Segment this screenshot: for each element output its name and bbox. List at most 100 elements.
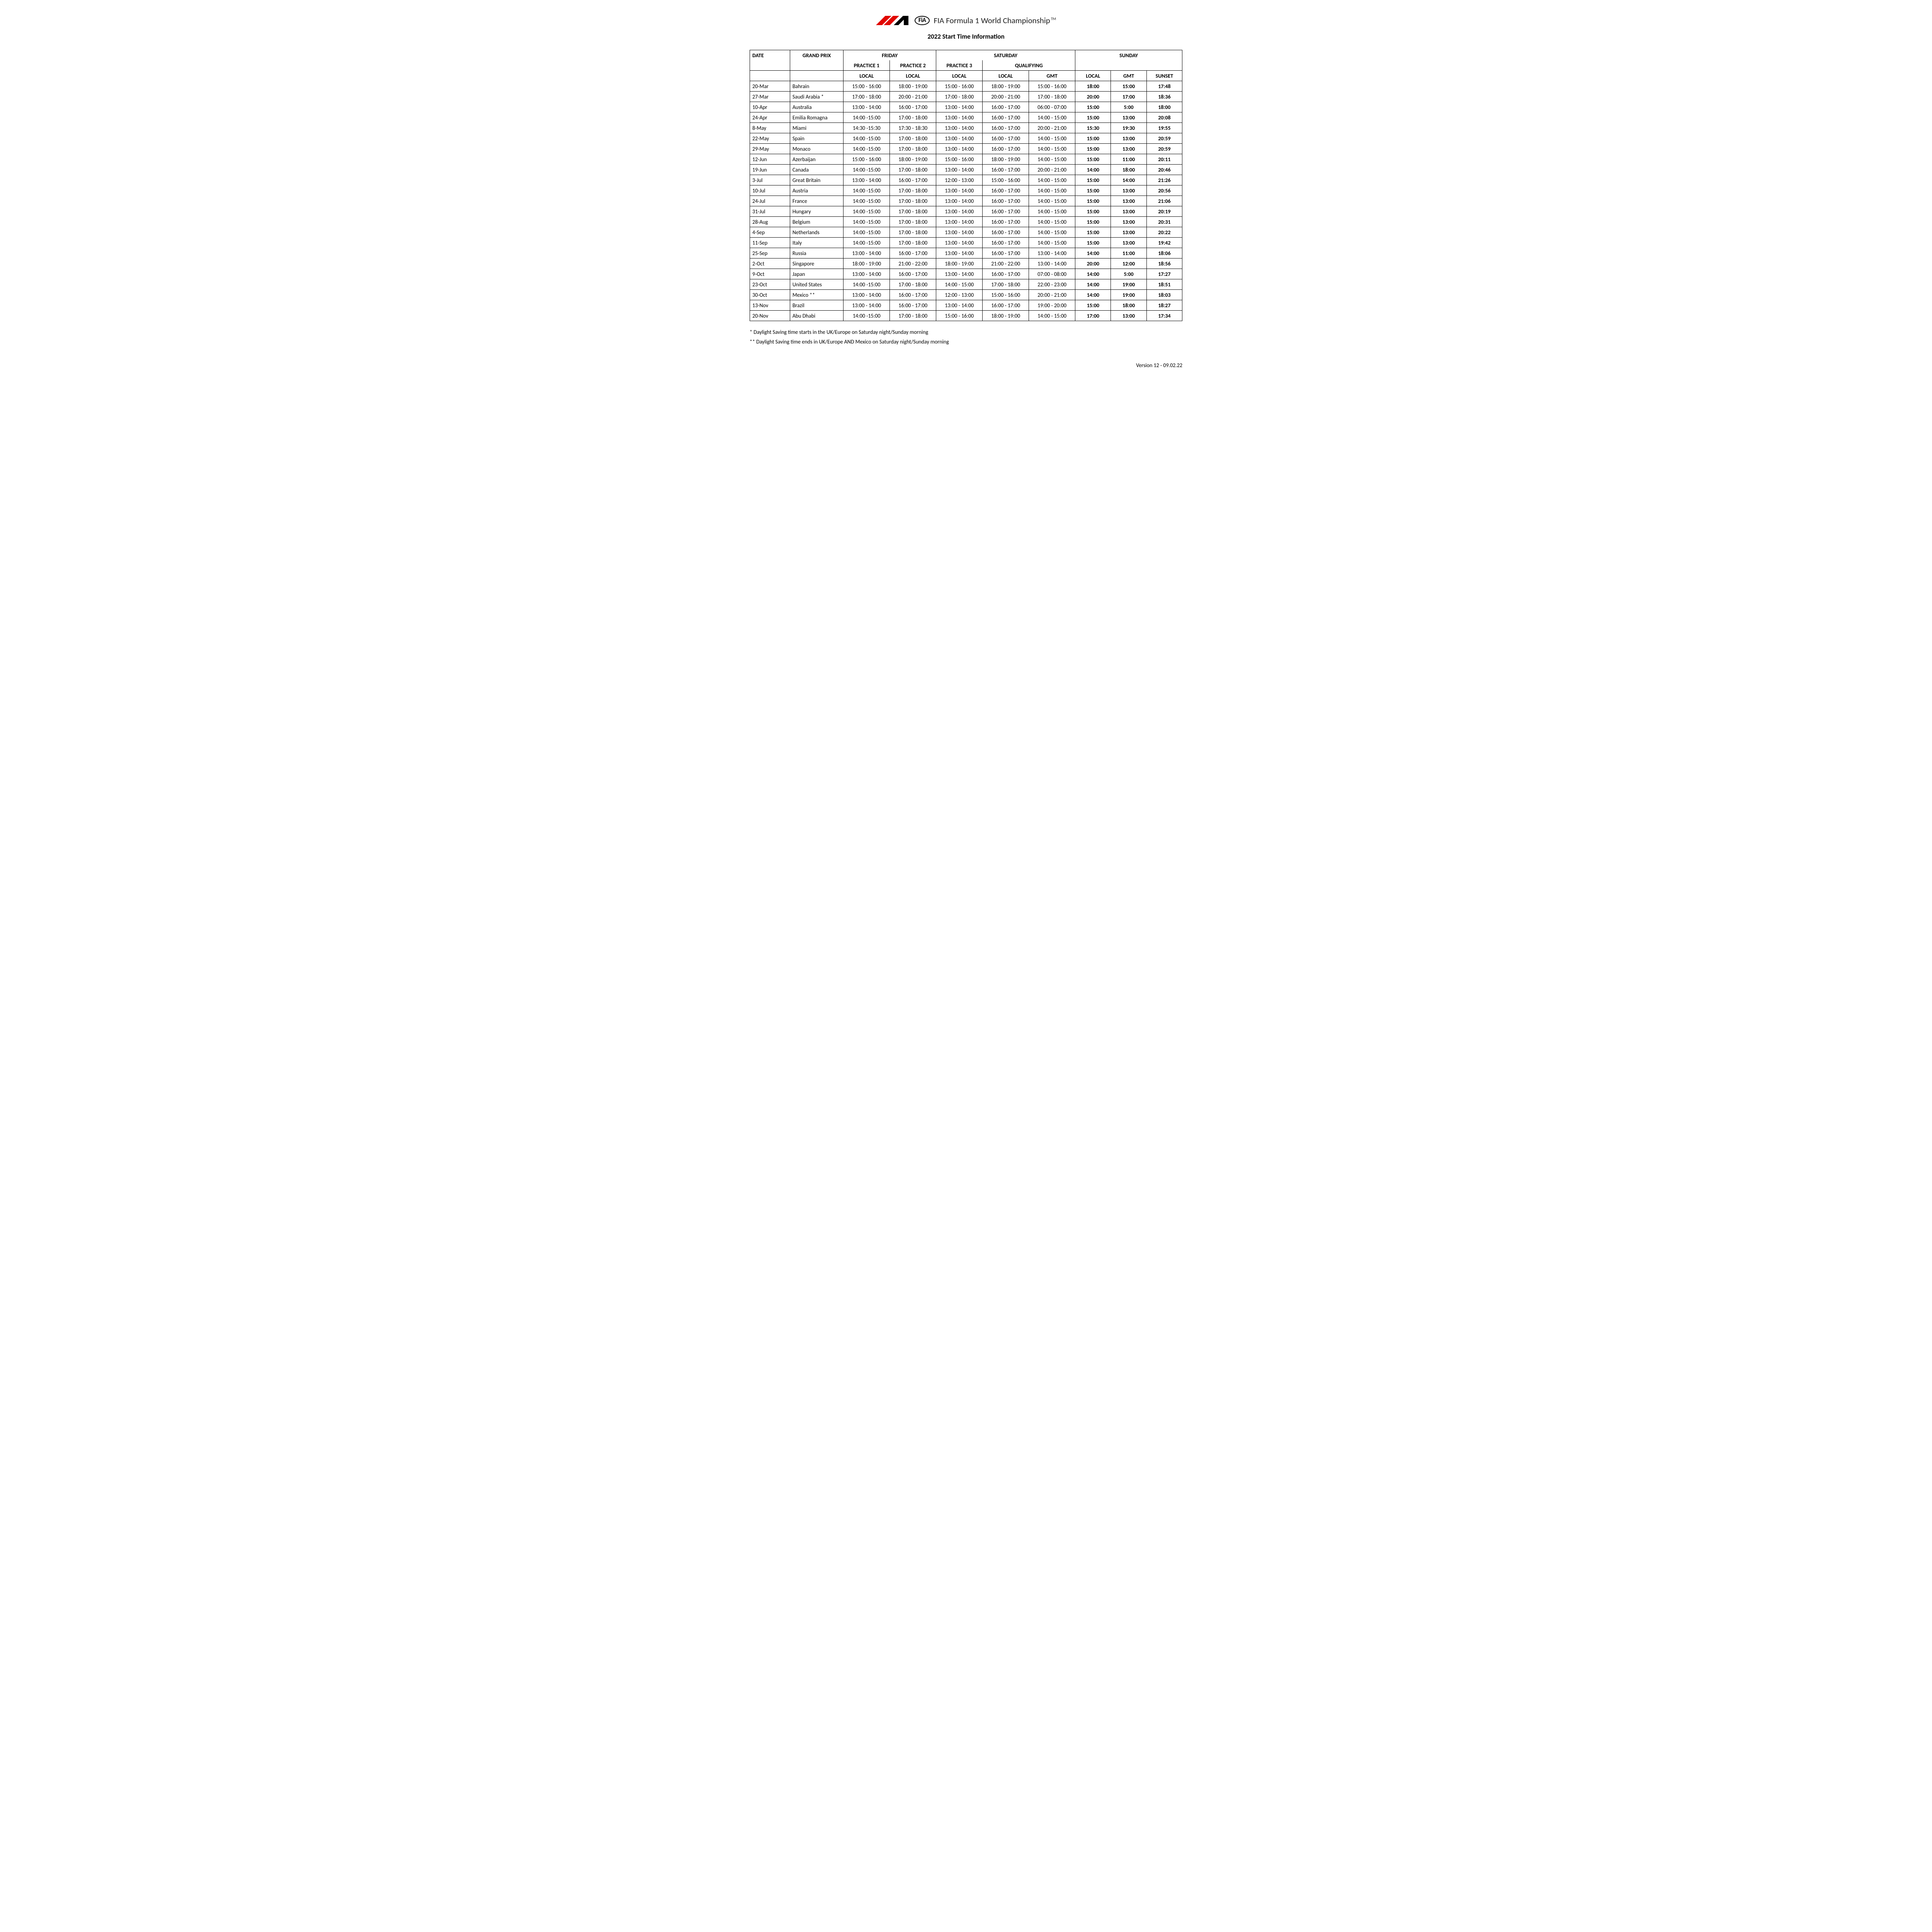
cell-p1-local: 14:00 -15:00	[844, 238, 890, 248]
table-row: 29-MayMonaco14:00 -15:0017:00 - 18:0013:…	[750, 144, 1182, 154]
cell-sunset: 18:36	[1146, 92, 1182, 102]
cell-grand-prix: Canada	[790, 165, 843, 175]
cell-p1-local: 13:00 - 14:00	[844, 175, 890, 185]
cell-sunset: 20:11	[1146, 154, 1182, 165]
cell-date: 12-Jun	[750, 154, 790, 165]
cell-sun-local: 15:00	[1075, 238, 1111, 248]
cell-q-gmt: 14:00 - 15:00	[1029, 311, 1075, 321]
championship-title-text: FIA Formula 1 World Championship	[934, 15, 1050, 26]
header-logos: FiA FIA Formula 1 World ChampionshipTM	[750, 15, 1182, 26]
cell-sun-local: 14:00	[1075, 290, 1111, 300]
version-label: Version 12 - 09.02.22	[750, 362, 1182, 369]
cell-p1-local: 14:00 -15:00	[844, 112, 890, 123]
cell-sun-gmt: 13:00	[1111, 217, 1146, 227]
cell-sun-gmt: 19:30	[1111, 123, 1146, 133]
cell-sun-gmt: 13:00	[1111, 133, 1146, 144]
cell-q-local: 16:00 - 17:00	[983, 165, 1029, 175]
cell-p2-local: 17:00 - 18:00	[890, 227, 936, 238]
cell-sunset: 18:56	[1146, 259, 1182, 269]
cell-p3-local: 18:00 - 19:00	[936, 259, 983, 269]
cell-sunset: 17:48	[1146, 81, 1182, 92]
cell-p1-local: 15:00 - 16:00	[844, 154, 890, 165]
cell-date: 10-Jul	[750, 185, 790, 196]
cell-sun-gmt: 13:00	[1111, 227, 1146, 238]
cell-grand-prix: Great Britain	[790, 175, 843, 185]
cell-q-local: 16:00 - 17:00	[983, 112, 1029, 123]
col-q-gmt: GMT	[1029, 71, 1075, 81]
cell-sun-gmt: 13:00	[1111, 144, 1146, 154]
table-row: 30-OctMexico **13:00 - 14:0016:00 - 17:0…	[750, 290, 1182, 300]
cell-p2-local: 17:00 - 18:00	[890, 165, 936, 175]
col-saturday: SATURDAY	[936, 50, 1075, 61]
cell-sunset: 18:27	[1146, 300, 1182, 311]
cell-date: 29-May	[750, 144, 790, 154]
cell-q-local: 16:00 - 17:00	[983, 300, 1029, 311]
cell-sun-gmt: 11:00	[1111, 248, 1146, 259]
cell-p3-local: 13:00 - 14:00	[936, 269, 983, 279]
cell-p2-local: 17:00 - 18:00	[890, 206, 936, 217]
cell-p2-local: 17:00 - 18:00	[890, 196, 936, 206]
table-row: 12-JunAzerbaijan15:00 - 16:0018:00 - 19:…	[750, 154, 1182, 165]
table-row: 9-OctJapan13:00 - 14:0016:00 - 17:0013:0…	[750, 269, 1182, 279]
cell-p3-local: 12:00 - 13:00	[936, 290, 983, 300]
cell-p1-local: 14:00 -15:00	[844, 165, 890, 175]
cell-p2-local: 18:00 - 19:00	[890, 154, 936, 165]
col-q-local: LOCAL	[983, 71, 1029, 81]
cell-sunset: 17:34	[1146, 311, 1182, 321]
cell-date: 13-Nov	[750, 300, 790, 311]
cell-date: 25-Sep	[750, 248, 790, 259]
cell-p3-local: 15:00 - 16:00	[936, 81, 983, 92]
cell-p3-local: 13:00 - 14:00	[936, 248, 983, 259]
cell-sunset: 20:46	[1146, 165, 1182, 175]
cell-q-local: 18:00 - 19:00	[983, 81, 1029, 92]
cell-grand-prix: Monaco	[790, 144, 843, 154]
cell-p1-local: 17:00 - 18:00	[844, 92, 890, 102]
cell-sunset: 18:06	[1146, 248, 1182, 259]
cell-sun-local: 15:00	[1075, 217, 1111, 227]
cell-sun-gmt: 13:00	[1111, 185, 1146, 196]
cell-date: 8-May	[750, 123, 790, 133]
col-grand-prix: GRAND PRIX	[790, 50, 843, 61]
cell-p2-local: 17:00 - 18:00	[890, 133, 936, 144]
cell-p2-local: 17:30 - 18:30	[890, 123, 936, 133]
cell-q-local: 16:00 - 17:00	[983, 269, 1029, 279]
col-sun-gmt: GMT	[1111, 71, 1146, 81]
footnote-2: ** Daylight Saving time ends in UK/Europ…	[750, 337, 1182, 347]
cell-q-gmt: 14:00 - 15:00	[1029, 196, 1075, 206]
cell-p1-local: 13:00 - 14:00	[844, 300, 890, 311]
cell-q-gmt: 13:00 - 14:00	[1029, 248, 1075, 259]
cell-p1-local: 13:00 - 14:00	[844, 102, 890, 112]
cell-q-gmt: 13:00 - 14:00	[1029, 259, 1075, 269]
cell-sunset: 20:22	[1146, 227, 1182, 238]
cell-p2-local: 17:00 - 18:00	[890, 217, 936, 227]
cell-p2-local: 21:00 - 22:00	[890, 259, 936, 269]
cell-p3-local: 15:00 - 16:00	[936, 311, 983, 321]
cell-p3-local: 13:00 - 14:00	[936, 206, 983, 217]
cell-p1-local: 14:00 -15:00	[844, 144, 890, 154]
cell-grand-prix: Bahrain	[790, 81, 843, 92]
table-row: 13-NovBrazil13:00 - 14:0016:00 - 17:0013…	[750, 300, 1182, 311]
championship-title: FIA Formula 1 World ChampionshipTM	[934, 15, 1056, 26]
cell-grand-prix: United States	[790, 279, 843, 290]
cell-sun-local: 14:00	[1075, 165, 1111, 175]
cell-p2-local: 16:00 - 17:00	[890, 175, 936, 185]
cell-grand-prix: Miami	[790, 123, 843, 133]
table-row: 3-JulGreat Britain13:00 - 14:0016:00 - 1…	[750, 175, 1182, 185]
cell-sun-local: 15:00	[1075, 144, 1111, 154]
document-page: FiA FIA Formula 1 World ChampionshipTM 2…	[726, 0, 1206, 380]
cell-sun-gmt: 17:00	[1111, 92, 1146, 102]
cell-q-gmt: 06:00 - 07:00	[1029, 102, 1075, 112]
cell-q-local: 16:00 - 17:00	[983, 206, 1029, 217]
cell-date: 23-Oct	[750, 279, 790, 290]
col-sunday: SUNDAY	[1075, 50, 1182, 61]
cell-q-gmt: 20:00 - 21:00	[1029, 290, 1075, 300]
cell-sun-gmt: 11:00	[1111, 154, 1146, 165]
cell-grand-prix: Azerbaijan	[790, 154, 843, 165]
cell-q-local: 17:00 - 18:00	[983, 279, 1029, 290]
table-row: 22-MaySpain14:00 -15:0017:00 - 18:0013:0…	[750, 133, 1182, 144]
cell-grand-prix: Mexico **	[790, 290, 843, 300]
cell-q-local: 15:00 - 16:00	[983, 175, 1029, 185]
cell-sun-local: 20:00	[1075, 259, 1111, 269]
cell-sun-local: 20:00	[1075, 92, 1111, 102]
cell-sunset: 21:26	[1146, 175, 1182, 185]
